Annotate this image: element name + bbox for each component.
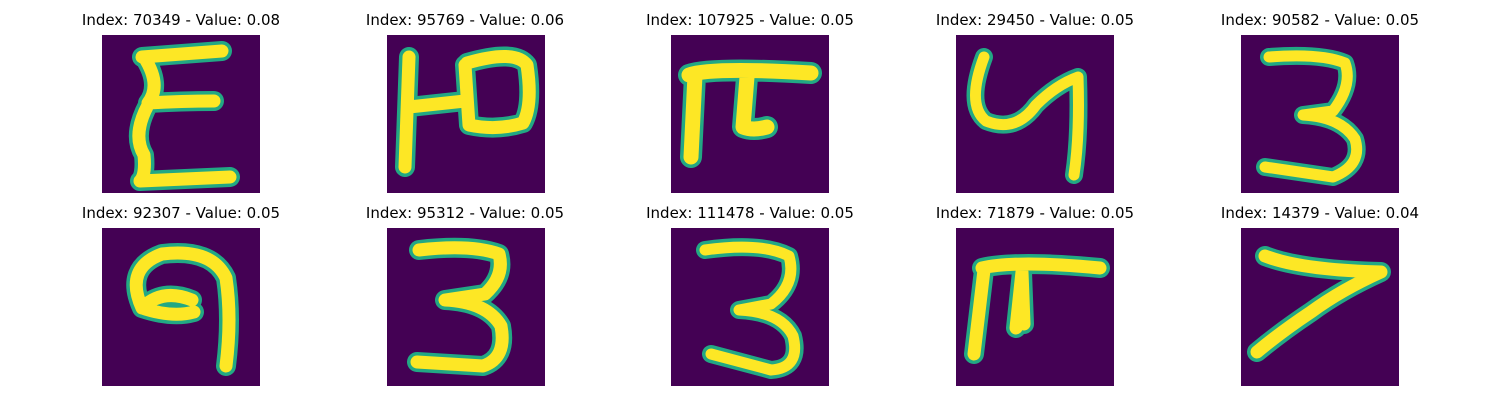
panel-title: Index: 14379 - Value: 0.04	[1220, 204, 1420, 222]
panel-6: Index: 92307 - Value: 0.05	[31, 193, 331, 386]
digit-image	[102, 35, 260, 193]
panel-title: Index: 70349 - Value: 0.08	[81, 11, 281, 29]
digit-image	[671, 228, 829, 386]
digit-image	[956, 228, 1114, 386]
panel-title: Index: 111478 - Value: 0.05	[646, 204, 854, 222]
glyph-h-like	[387, 35, 545, 193]
digit-image	[956, 35, 1114, 193]
digit-image	[387, 228, 545, 386]
panel-2: Index: 95769 - Value: 0.06	[315, 0, 615, 193]
glyph-three	[387, 228, 545, 386]
panel-title: Index: 95769 - Value: 0.06	[365, 11, 565, 29]
panel-title: Index: 29450 - Value: 0.05	[935, 11, 1135, 29]
panel-3: Index: 107925 - Value: 0.05	[600, 0, 900, 193]
panel-10: Index: 14379 - Value: 0.04	[1170, 193, 1470, 386]
glyph-three	[671, 228, 829, 386]
digit-image	[1241, 228, 1399, 386]
glyph-y-like	[956, 35, 1114, 193]
digit-image	[102, 228, 260, 386]
glyph-seven-like	[1241, 228, 1399, 386]
panel-title: Index: 95312 - Value: 0.05	[365, 204, 565, 222]
panel-4: Index: 29450 - Value: 0.05	[885, 0, 1185, 193]
panel-title: Index: 71879 - Value: 0.05	[935, 204, 1135, 222]
panel-5: Index: 90582 - Value: 0.05	[1170, 0, 1470, 193]
panel-title: Index: 107925 - Value: 0.05	[646, 11, 854, 29]
digit-image	[671, 35, 829, 193]
glyph-pi-like	[671, 35, 829, 193]
panel-7: Index: 95312 - Value: 0.05	[315, 193, 615, 386]
digit-image	[387, 35, 545, 193]
panel-9: Index: 71879 - Value: 0.05	[885, 193, 1185, 386]
digit-image	[1241, 35, 1399, 193]
panel-8: Index: 111478 - Value: 0.05	[600, 193, 900, 386]
glyph-nine-like	[102, 228, 260, 386]
glyph-three	[1241, 35, 1399, 193]
glyph-e-like	[102, 35, 260, 193]
glyph-pi-like	[956, 228, 1114, 386]
panel-1: Index: 70349 - Value: 0.08	[31, 0, 331, 193]
panel-title: Index: 90582 - Value: 0.05	[1220, 11, 1420, 29]
panel-title: Index: 92307 - Value: 0.05	[81, 204, 281, 222]
